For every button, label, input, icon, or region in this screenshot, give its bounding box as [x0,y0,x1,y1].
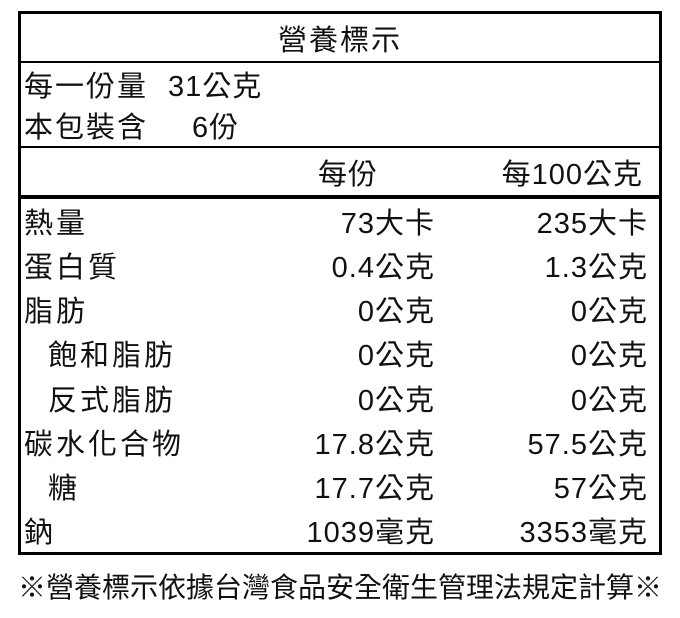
table-row: 鈉 1039毫克 3353毫克 [21,508,659,552]
nutrient-label: 鈉 [24,516,57,549]
per-serving-value: 17.8公克 [314,428,435,461]
per-serving-value: 0公克 [357,340,435,373]
nutrition-facts-table: 營養標示 每一份量 31公克 本包裝含 6份 每份 每100公克 熱量 73大卡 2… [18,11,662,555]
servings-per-package-label: 本包裝含 [24,112,149,145]
per-serving-value: 0.4公克 [331,252,435,285]
per-100g-value: 0公克 [570,296,648,329]
nutrient-label: 反式脂肪 [48,384,177,417]
table-row: 蛋白質 0.4公克 1.3公克 [21,243,659,287]
table-row: 脂肪 0公克 0公克 [21,287,659,331]
regulation-footnote: ※營養標示依據台灣食品安全衛生管理法規定計算※ [18,572,663,603]
per-100g-value: 1.3公克 [544,252,648,285]
per-100g-value: 0公克 [570,384,648,417]
table-title: 營養標示 [21,14,659,63]
nutrient-label: 脂肪 [24,296,89,329]
servings-per-package-value: 6份 [192,112,240,145]
table-row: 飽和脂肪 0公克 0公克 [21,331,659,375]
per-serving-value: 0公克 [357,296,435,329]
serving-size-line: 每一份量 31公克 [24,63,659,104]
serving-size-value: 31公克 [168,70,263,103]
servings-per-package-line: 本包裝含 6份 [24,105,659,146]
table-row: 熱量 73大卡 235大卡 [21,199,659,243]
table-row: 糖 17.7公克 57公克 [21,464,659,508]
column-header-per-serving: 每份 [317,158,378,191]
nutrient-label: 飽和脂肪 [48,340,177,373]
per-serving-value: 0公克 [357,384,435,417]
serving-size-label: 每一份量 [24,70,149,103]
nutrient-label: 熱量 [24,208,89,241]
per-100g-value: 57.5公克 [527,428,648,461]
nutrient-label: 糖 [48,472,81,505]
per-100g-value: 235大卡 [536,208,648,241]
column-header-per-100g: 每100公克 [501,158,643,191]
nutrient-rows: 熱量 73大卡 235大卡 蛋白質 0.4公克 1.3公克 脂肪 0公克 0公克 飽和脂肪 0公克 0… [21,199,659,552]
nutrient-label: 碳水化合物 [24,428,185,461]
nutrient-label: 蛋白質 [24,252,121,285]
serving-info-section: 每一份量 31公克 本包裝含 6份 [21,63,659,148]
table-row: 碳水化合物 17.8公克 57.5公克 [21,420,659,464]
column-header-row: 每份 每100公克 [21,148,659,199]
per-100g-value: 3353毫克 [519,516,648,549]
per-serving-value: 1039毫克 [306,516,435,549]
per-100g-value: 0公克 [570,340,648,373]
per-serving-value: 17.7公克 [314,472,435,505]
per-100g-value: 57公克 [553,472,648,505]
table-row: 反式脂肪 0公克 0公克 [21,376,659,420]
per-serving-value: 73大卡 [340,208,435,241]
